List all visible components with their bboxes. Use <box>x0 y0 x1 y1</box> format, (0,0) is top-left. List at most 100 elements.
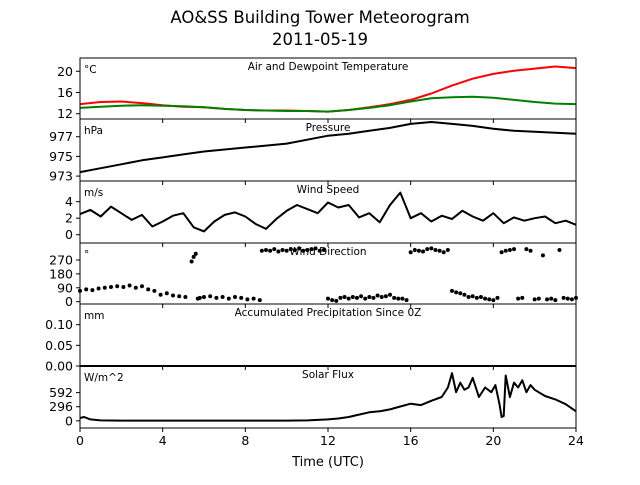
panel-wind_dir-ytick-label: 90 <box>57 280 73 295</box>
x-tick-label: 16 <box>403 433 419 448</box>
panel-wind_dir-point <box>491 298 496 303</box>
panel-wind_dir-point <box>96 286 101 291</box>
x-tick-label: 20 <box>485 433 501 448</box>
panel-wind_dir-point <box>140 284 144 289</box>
panel-wind_dir-unit: ° <box>84 249 89 261</box>
panel-wind_dir-point <box>208 294 213 299</box>
panel-wind_dir-point <box>220 295 225 300</box>
panel-wind_dir-point <box>330 298 335 303</box>
panel-wind_dir-ytick-label: 0 <box>65 294 73 309</box>
panel-wind_dir-point <box>354 295 359 300</box>
panel-wind_dir-point <box>565 296 570 301</box>
panel-wind_dir-point <box>528 248 533 253</box>
panel-wind_dir-point <box>454 290 459 295</box>
panel-wind_dir-point <box>288 247 293 252</box>
panel-wind_dir-point <box>191 254 196 259</box>
panel-temp-title: Air and Dewpoint Temperature <box>248 61 409 73</box>
panel-wind_dir-point <box>146 287 151 292</box>
panel-wind_dir-point <box>425 247 430 252</box>
panel-wind_dir-point <box>499 250 504 255</box>
panel-wind_dir-point <box>301 248 306 253</box>
panel-wind_dir-point <box>280 247 285 252</box>
panel-wind_dir-point <box>276 249 281 254</box>
panel-wind_dir-ytick-label: 180 <box>49 266 73 281</box>
panel-wind_dir-point <box>416 248 421 253</box>
panel-wind_dir-point <box>441 250 446 255</box>
panel-wind_dir-point <box>507 247 512 252</box>
panel-wind_dir-point <box>297 246 302 251</box>
panel-wind_dir-point <box>284 248 289 253</box>
panel-wind_dir-point <box>257 298 262 303</box>
panel-wind_dir-point <box>478 295 483 300</box>
panel-temp-series-line-1 <box>79 95 577 113</box>
panel-wind_dir-point <box>483 296 488 301</box>
panel-wind_dir-point <box>495 295 500 300</box>
panel-wind_speed-ytick-label: 4 <box>65 194 73 209</box>
panel-wind_dir-point <box>317 248 322 253</box>
chart-title: AO&SS Building Tower Meteorogram <box>170 8 469 27</box>
panel-wind_dir-point <box>321 247 326 252</box>
panel-wind_speed-ytick-label: 0 <box>65 227 73 242</box>
x-axis-label: Time (UTC) <box>291 455 364 470</box>
panel-wind_dir-point <box>536 296 541 301</box>
panel-temp-ytick-label: 12 <box>57 106 73 121</box>
panel-wind_dir-point <box>226 296 231 301</box>
panel-pressure-series-line-0 <box>79 121 577 174</box>
panel-wind_dir-point <box>512 247 516 252</box>
panel-wind_dir-point <box>102 285 107 290</box>
panel-wind_dir-point <box>309 247 314 252</box>
panel-wind_dir-point <box>313 246 318 251</box>
panel-wind_dir-point <box>404 298 409 303</box>
panel-wind_dir-point <box>524 247 529 252</box>
panel-wind_dir-point <box>462 292 467 297</box>
panel-wind_dir-point <box>245 297 250 302</box>
panel-pressure-ytick-label: 973 <box>49 169 73 184</box>
x-tick-label: 4 <box>159 433 167 448</box>
panel-pressure-ytick-label: 977 <box>49 129 73 144</box>
panel-wind_dir-point <box>193 251 198 256</box>
panel-wind_dir-title: Wind Direction <box>289 246 366 258</box>
panel-wind_dir-point <box>379 295 384 300</box>
panel-wind_dir-point <box>532 297 537 302</box>
panel-wind_dir-point <box>396 296 401 301</box>
panel-precip-ytick-label: 0.00 <box>45 359 73 374</box>
panel-precip-title: Accumulated Precipitation Since 0Z <box>235 307 422 319</box>
panel-wind_dir-point <box>346 296 351 301</box>
panel-wind_dir-point <box>400 296 405 301</box>
panel-wind_dir-point <box>487 297 492 302</box>
panel-solar-series-line-0 <box>79 372 577 422</box>
panel-wind_dir-point <box>450 288 454 293</box>
panel-wind_dir-point <box>557 247 562 252</box>
panel-wind_dir-point <box>433 247 438 252</box>
panel-temp-ytick-label: 20 <box>57 64 73 79</box>
panel-wind_dir-point <box>445 247 450 252</box>
panel-solar-title: Solar Flux <box>302 369 354 381</box>
panel-wind_dir-point <box>251 296 256 301</box>
panel-solar-ytick-label: 592 <box>49 385 73 400</box>
panel-wind_dir-point <box>268 248 273 253</box>
panel-wind_dir-point <box>375 293 380 298</box>
panel-wind_speed-title: Wind Speed <box>297 184 360 196</box>
panel-wind_dir-point <box>183 295 188 300</box>
panel-wind_dir-point <box>520 295 525 300</box>
panel-wind_dir-point <box>158 292 163 297</box>
panel-wind_dir-point <box>272 247 277 252</box>
x-tick-label: 12 <box>320 433 336 448</box>
panel-wind_speed-series-line-0 <box>79 191 577 233</box>
panel-wind_dir-point <box>264 247 268 252</box>
panel-wind_dir-point <box>388 292 392 297</box>
panel-wind_dir-point <box>553 298 558 303</box>
panel-wind_dir-point <box>408 250 413 255</box>
chart-subtitle: 2011-05-19 <box>272 30 368 49</box>
panel-wind_dir-point <box>259 248 264 253</box>
panel-precip-unit: mm <box>84 310 104 322</box>
panel-wind_dir-point <box>305 247 310 252</box>
panel-wind_dir-point <box>84 287 89 292</box>
panel-wind_speed-ytick-label: 2 <box>65 211 73 226</box>
panel-wind_dir-point <box>133 285 138 290</box>
panel-wind_dir-point <box>164 291 169 296</box>
